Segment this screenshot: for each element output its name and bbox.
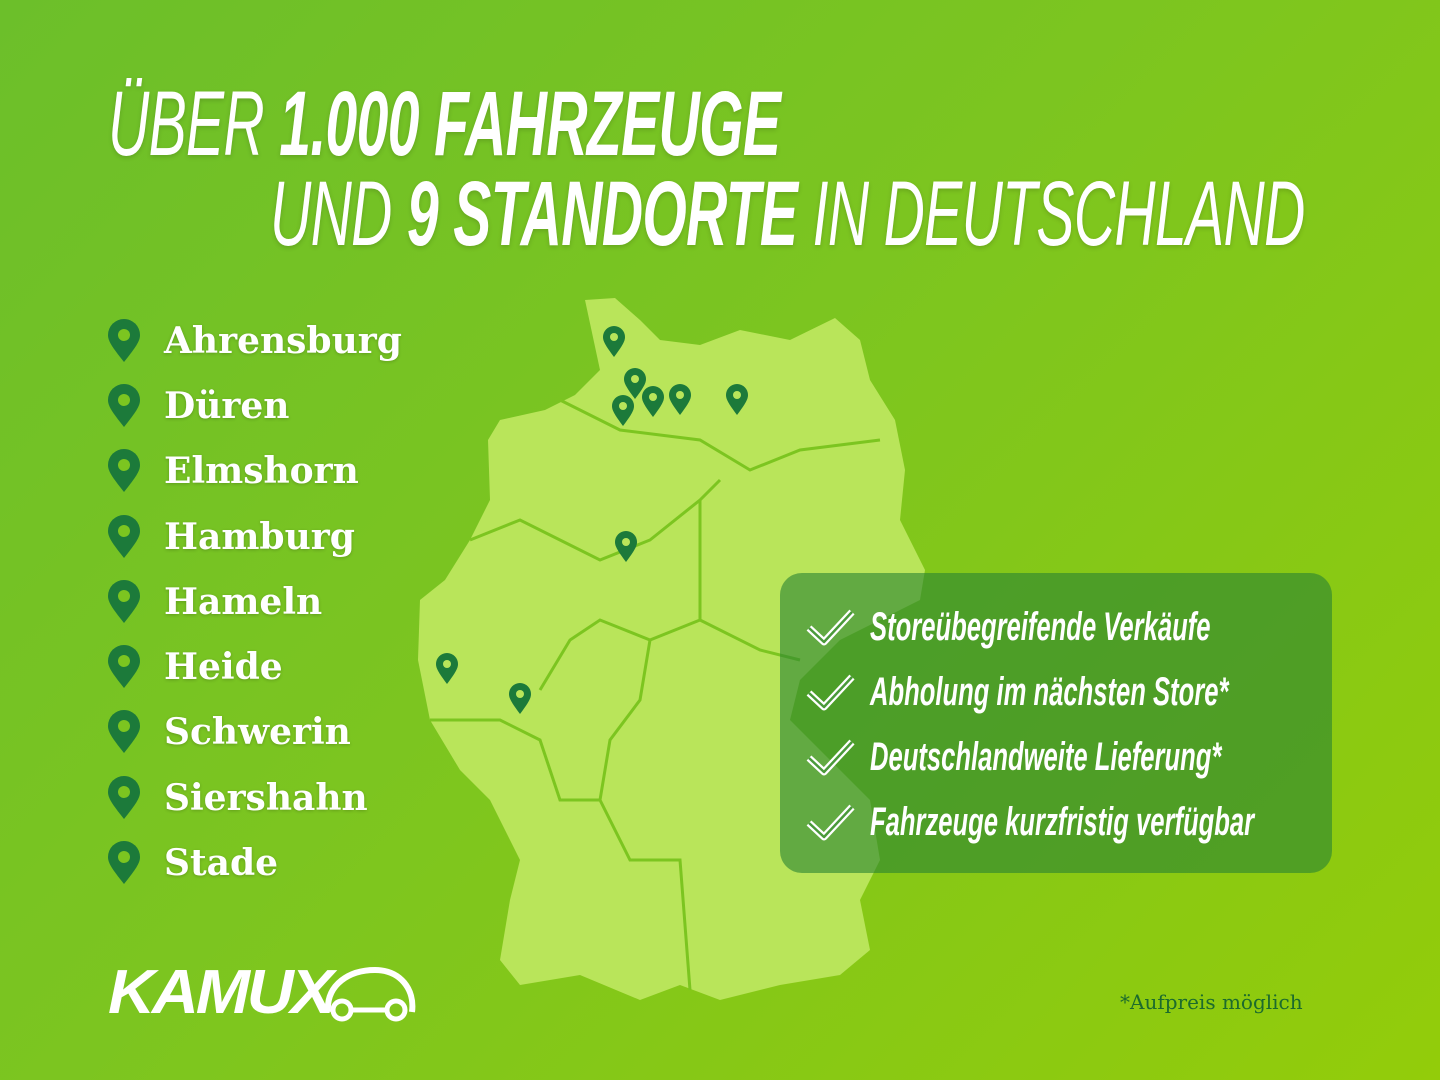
headline-light: IN DEUTSCHLAND xyxy=(812,163,1306,265)
check-icon xyxy=(806,804,855,840)
pin-icon xyxy=(509,683,531,714)
location-name: Hameln xyxy=(164,580,323,623)
location-pin-icon xyxy=(108,645,140,689)
location-pin-icon xyxy=(108,318,140,362)
kamux-logo: KAMUX xyxy=(108,962,420,1024)
location-name: Düren xyxy=(164,384,290,427)
location-item: Stade xyxy=(106,830,402,895)
footnote: *Aufpreis möglich xyxy=(1120,990,1303,1014)
location-list: Ahrensburg Düren Elmshorn Hamburg Hameln Heid… xyxy=(106,308,402,896)
feature-text: Deutschlandweite Lieferung* xyxy=(870,735,1222,779)
location-item: Schwerin xyxy=(106,700,402,765)
location-name: Elmshorn xyxy=(164,450,359,493)
headline-line-2: UND 9 STANDORTE IN DEUTSCHLAND xyxy=(270,168,1305,260)
location-item: Siershahn xyxy=(106,765,402,830)
pin-icon xyxy=(624,368,646,399)
location-name: Heide xyxy=(164,646,283,689)
check-icon xyxy=(806,739,855,775)
pin-icon xyxy=(615,531,637,562)
location-pin-icon xyxy=(108,841,140,885)
headline-bold: 1.000 FAHRZEUGE xyxy=(279,73,781,175)
location-name: Siershahn xyxy=(164,776,368,819)
feature-item: Fahrzeuge kurzfristig verfügbar xyxy=(806,790,1332,855)
feature-item: Abholung im nächsten Store* xyxy=(806,660,1332,725)
pin-icon xyxy=(642,386,664,417)
feature-item: Storeübegreifende Verkäufe xyxy=(806,595,1332,660)
location-item: Hamburg xyxy=(106,504,402,569)
headline-bold: 9 STANDORTE xyxy=(406,163,798,265)
state-borders xyxy=(430,398,881,991)
headline-line-1: ÜBER 1.000 FAHRZEUGE xyxy=(108,78,781,170)
location-item: Elmshorn xyxy=(106,439,402,504)
pin-icon xyxy=(612,395,634,426)
logo-wordmark: KAMUX xyxy=(108,958,334,1027)
location-pin-icon xyxy=(108,514,140,558)
location-pin-icon xyxy=(108,579,140,623)
pin-icon xyxy=(726,384,748,415)
check-icon xyxy=(806,609,855,645)
location-item: Düren xyxy=(106,373,402,438)
feature-text: Storeübegreifende Verkäufe xyxy=(870,605,1211,649)
feature-text: Fahrzeuge kurzfristig verfügbar xyxy=(870,800,1255,844)
check-icon xyxy=(806,674,855,710)
pin-icon xyxy=(669,384,691,415)
location-pin-icon xyxy=(108,710,140,754)
headline-light: UND xyxy=(270,163,392,265)
location-name: Hamburg xyxy=(164,515,355,558)
headline-light: ÜBER xyxy=(108,73,265,175)
location-pin-icon xyxy=(108,383,140,427)
location-pin-icon xyxy=(108,449,140,493)
feature-text: Abholung im nächsten Store* xyxy=(870,670,1229,714)
features-box: Storeübegreifende Verkäufe Abholung im nä… xyxy=(780,573,1332,873)
pin-icon xyxy=(436,653,458,684)
location-name: Schwerin xyxy=(164,711,351,754)
feature-item: Deutschlandweite Lieferung* xyxy=(806,725,1332,790)
location-name: Stade xyxy=(164,842,279,885)
map-pins xyxy=(436,326,748,714)
pin-icon xyxy=(603,326,625,357)
car-icon xyxy=(325,966,416,1022)
location-item: Heide xyxy=(106,634,402,699)
location-item: Ahrensburg xyxy=(106,308,402,373)
location-pin-icon xyxy=(108,775,140,819)
location-name: Ahrensburg xyxy=(164,319,402,362)
location-item: Hameln xyxy=(106,569,402,634)
